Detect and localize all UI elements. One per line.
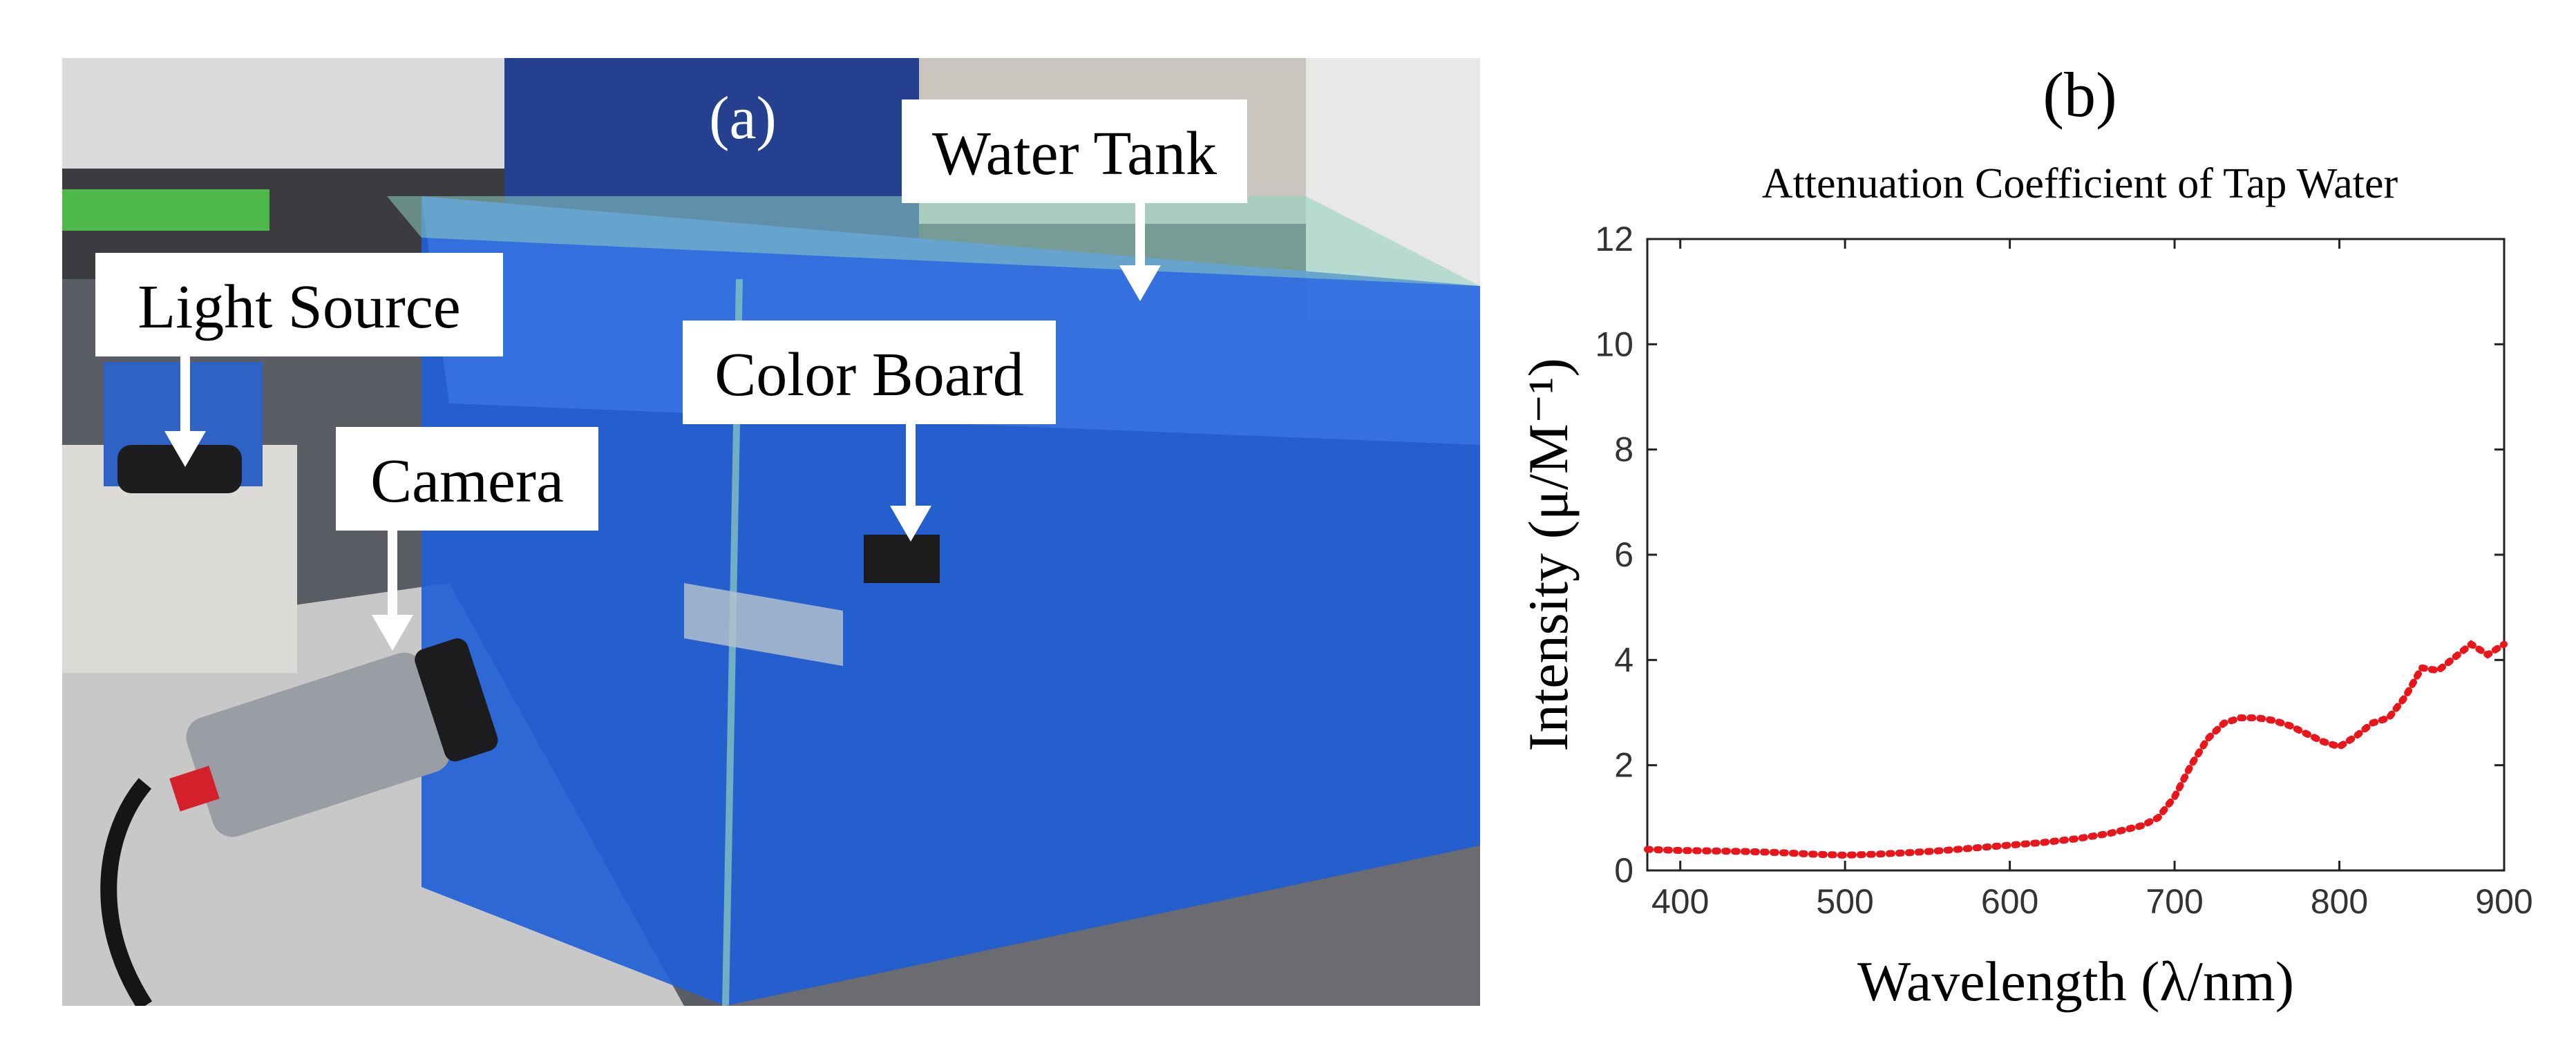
- label-light-source: Light Source: [95, 253, 503, 467]
- experiment-photo: (a) Water Tank Light Source Color Board …: [62, 58, 1480, 1006]
- panel-b-tag: (b): [2043, 59, 2116, 130]
- y-tick-label: 0: [1614, 851, 1633, 890]
- y-tick-label: 2: [1614, 746, 1633, 785]
- y-tick-label: 12: [1595, 220, 1633, 258]
- plot-frame: [1646, 238, 2506, 872]
- glass-block: [684, 583, 843, 666]
- attenuation-chart: (b) Attenuation Coefficient of Tap Water…: [1517, 59, 2533, 1013]
- camera-cable: [100, 778, 153, 1006]
- arrowhead-water-tank: [1119, 265, 1161, 301]
- arrowhead-camera: [372, 615, 413, 651]
- tank-stand: [726, 846, 1480, 1006]
- y-tick-label: 4: [1614, 640, 1633, 679]
- svg-text:Light Source: Light Source: [138, 273, 460, 341]
- x-tick-label: 900: [2475, 882, 2532, 921]
- y-tick-label: 6: [1614, 535, 1633, 574]
- x-axis-ticks: 400 500 600 700 800 900: [1651, 239, 2533, 921]
- svg-text:Camera: Camera: [370, 447, 564, 515]
- arrowhead-light-source: [164, 431, 206, 467]
- series-line-0: [1644, 640, 2508, 859]
- x-axis-label: Wavelength (λ/nm): [1857, 950, 2294, 1013]
- y-tick-label: 8: [1614, 430, 1633, 469]
- y-axis-ticks: 0 2 4 6 8 10 12: [1595, 220, 2504, 890]
- x-tick-label: 600: [1981, 882, 2038, 921]
- x-tick-label: 700: [2146, 882, 2203, 921]
- arrowhead-color-board: [890, 506, 931, 542]
- y-axis-label: Intensity (μ/M⁻¹): [1517, 358, 1580, 752]
- label-color-board: Color Board: [683, 321, 1056, 542]
- x-tick-label: 800: [2311, 882, 2368, 921]
- x-tick-label: 400: [1651, 882, 1709, 921]
- y-tick-label: 10: [1595, 325, 1633, 363]
- chart-title: Attenuation Coefficient of Tap Water: [1762, 160, 2398, 207]
- label-camera: Camera: [336, 427, 598, 651]
- label-water-tank: Water Tank: [902, 99, 1247, 301]
- svg-text:Color Board: Color Board: [714, 341, 1023, 409]
- color-board-object: [864, 535, 940, 583]
- tank-glass-top: [387, 196, 1480, 286]
- svg-text:Water Tank: Water Tank: [932, 120, 1217, 188]
- light-source-lamp: [117, 445, 242, 493]
- series-layer: [1644, 640, 2508, 859]
- x-tick-label: 500: [1816, 882, 1873, 921]
- camera-object: [169, 638, 498, 837]
- panel-a-tag: (a): [709, 85, 777, 152]
- green-tube: [62, 189, 269, 231]
